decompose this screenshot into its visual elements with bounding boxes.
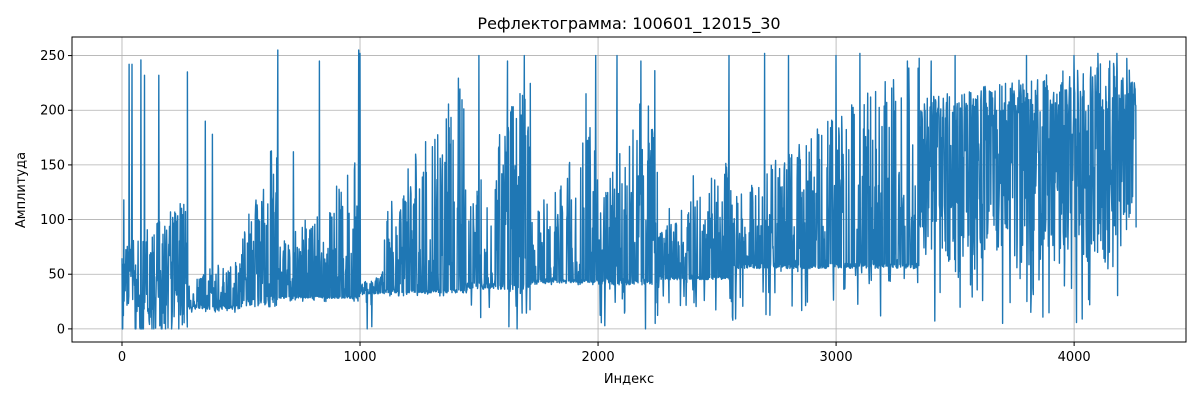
x-tick-label: 1000 bbox=[343, 350, 376, 365]
y-tick-label: 200 bbox=[40, 104, 65, 119]
y-tick-label: 50 bbox=[48, 268, 65, 283]
series-layer bbox=[121, 49, 1137, 330]
x-tick-label: 0 bbox=[118, 350, 126, 365]
chart-title: Рефлектограмма: 100601_12015_30 bbox=[477, 14, 780, 34]
y-tick-label: 0 bbox=[57, 322, 65, 337]
x-tick-label: 3000 bbox=[820, 350, 853, 365]
y-tick-label: 100 bbox=[40, 213, 65, 228]
y-axis-ticks: 0 50 100 150 200 250 bbox=[40, 49, 72, 337]
series-line-0 bbox=[121, 49, 1137, 330]
y-tick-label: 250 bbox=[40, 49, 65, 64]
x-tick-label: 2000 bbox=[582, 350, 615, 365]
x-axis-label: Индекс bbox=[604, 372, 654, 387]
y-tick-label: 150 bbox=[40, 158, 65, 173]
plot-frame bbox=[71, 36, 1187, 343]
x-tick-label: 4000 bbox=[1058, 350, 1091, 365]
x-axis-ticks: 0 1000 2000 3000 4000 bbox=[118, 342, 1091, 365]
y-axis-label: Амплитуда bbox=[14, 152, 29, 228]
